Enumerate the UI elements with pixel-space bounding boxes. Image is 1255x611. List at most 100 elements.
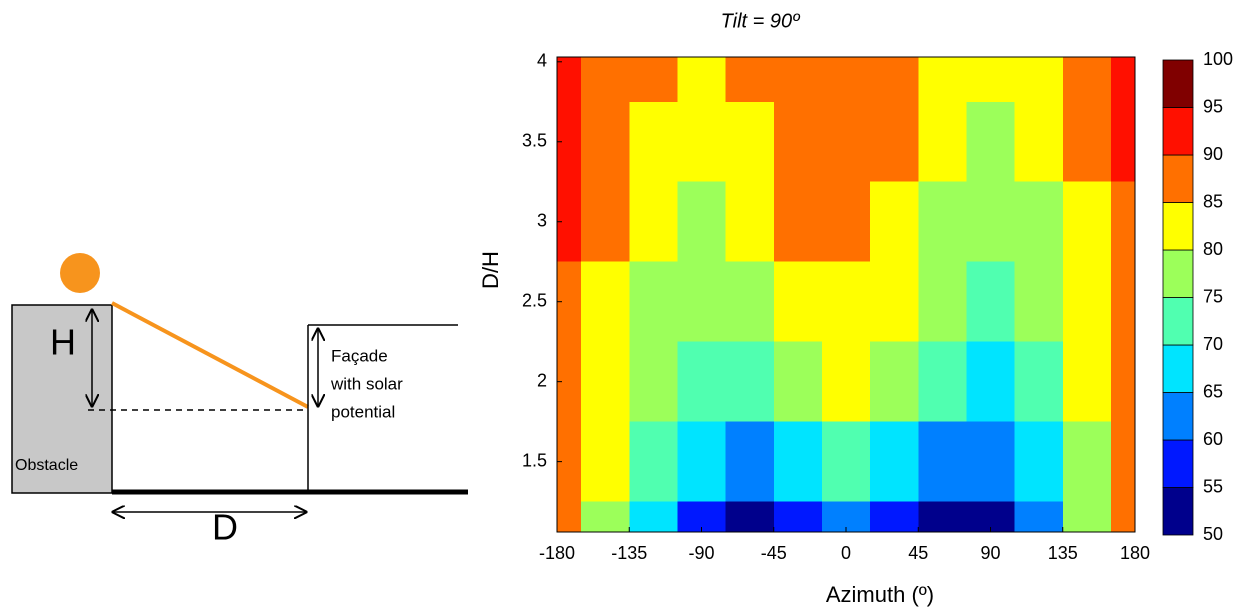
colorbar-band: [1162, 107, 1194, 156]
heatmap-cell: [918, 421, 967, 502]
heatmap-cell: [1062, 181, 1111, 262]
heatmap-cell: [581, 261, 630, 342]
colorbar-label: 55: [1203, 476, 1223, 496]
heatmap-cell: [677, 261, 726, 342]
heatmap-cell: [581, 101, 630, 182]
colorbar-label: 70: [1203, 334, 1223, 354]
heatmap-cell: [1110, 57, 1135, 102]
heatmap-cell: [725, 101, 774, 182]
heatmap-cell: [773, 501, 822, 532]
x-tick-label: 90: [980, 543, 1000, 563]
heatmap-cell: [966, 341, 1015, 422]
heatmap-cell: [629, 101, 678, 182]
heatmap-cell: [677, 501, 726, 532]
colorbar-band: [1162, 59, 1194, 108]
heatmap-cell: [725, 181, 774, 262]
heatmap-cell: [1062, 501, 1111, 532]
heatmap-cell: [557, 501, 582, 532]
colorbar-label: 75: [1203, 286, 1223, 306]
colorbar-band: [1162, 202, 1194, 251]
heatmap-cell: [918, 261, 967, 342]
heatmap-cell: [966, 181, 1015, 262]
heatmap-cell: [1062, 101, 1111, 182]
heatmap-cell: [821, 421, 871, 502]
heatmap-cell: [918, 181, 967, 262]
heatmap-cell: [821, 261, 871, 342]
heatmap-cell: [725, 261, 774, 342]
sun-ray: [111, 301, 309, 409]
heatmap-cell: [1110, 421, 1135, 502]
x-tick-label: 45: [908, 543, 928, 563]
heatmap-cell: [966, 421, 1015, 502]
facade-label: potential: [331, 402, 395, 421]
heatmap-cell: [918, 341, 967, 422]
heatmap: [557, 57, 1135, 532]
heatmap-cell: [966, 57, 1015, 102]
heatmap-cell: [773, 181, 822, 262]
heatmap-cell: [1014, 101, 1063, 182]
heatmap-cell: [725, 501, 774, 532]
colorbar-label: 50: [1203, 524, 1223, 544]
heatmap-cell: [1014, 341, 1063, 422]
y-tick-label: 4: [537, 51, 547, 71]
heatmap-cell: [677, 101, 726, 182]
heatmap-cell: [581, 501, 630, 532]
heatmap-cell: [870, 341, 919, 422]
colorbar-band: [1162, 439, 1194, 488]
heatmap-cell: [918, 501, 967, 532]
colorbar-band: [1162, 249, 1194, 298]
x-tick-label: -45: [761, 543, 787, 563]
y-tick-label: 1.5: [522, 450, 547, 470]
heatmap-cell: [629, 261, 678, 342]
heatmap-cell: [1110, 501, 1135, 532]
heatmap-cell: [1062, 57, 1111, 102]
colorbar-label: 100: [1203, 49, 1233, 69]
heatmap-cell: [677, 421, 726, 502]
colorbar-band: [1162, 344, 1194, 393]
colorbar-label: 80: [1203, 239, 1223, 259]
heatmap-cell: [966, 261, 1015, 342]
heatmap-cell: [918, 57, 967, 102]
heatmap-cell: [629, 181, 678, 262]
heatmap-cell: [1062, 341, 1111, 422]
heatmap-cell: [629, 421, 678, 502]
heatmap-cell: [1062, 261, 1111, 342]
colorbar-band: [1162, 392, 1194, 441]
heatmap-cell: [677, 57, 726, 102]
colorbar-label: 90: [1203, 144, 1223, 164]
heatmap-cell: [629, 57, 678, 102]
diagram: H D Obstacle Façade with solar potential: [11, 253, 468, 548]
heatmap-cell: [773, 57, 822, 102]
heatmap-cell: [870, 181, 919, 262]
height-label: H: [50, 322, 76, 363]
x-axis-label: Azimuth (º): [826, 582, 934, 607]
heatmap-cell: [1110, 341, 1135, 422]
heatmap-cell: [725, 57, 774, 102]
heatmap-cell: [870, 501, 919, 532]
heatmap-cell: [581, 421, 630, 502]
heatmap-cell: [870, 261, 919, 342]
heatmap-cell: [1062, 421, 1111, 502]
heatmap-cell: [870, 57, 919, 102]
heatmap-cell: [821, 101, 871, 182]
heatmap-cell: [966, 101, 1015, 182]
x-tick-label: 135: [1048, 543, 1078, 563]
y-tick-label: 3.5: [522, 131, 547, 151]
heatmap-cell: [821, 341, 871, 422]
heatmap-cell: [966, 501, 1015, 532]
heatmap-cell: [1014, 421, 1063, 502]
facade-label: with solar: [330, 374, 403, 393]
distance-label: D: [212, 507, 238, 548]
heatmap-cell: [1014, 261, 1063, 342]
heatmap-cell: [581, 181, 630, 262]
sun: [60, 253, 100, 293]
colorbar-band: [1162, 297, 1194, 346]
heatmap-cell: [918, 101, 967, 182]
heatmap-cell: [629, 341, 678, 422]
heatmap-cell: [581, 57, 630, 102]
heatmap-cell: [773, 421, 822, 502]
y-tick-label: 2.5: [522, 290, 547, 310]
heatmap-cell: [725, 421, 774, 502]
heatmap-cell: [581, 341, 630, 422]
